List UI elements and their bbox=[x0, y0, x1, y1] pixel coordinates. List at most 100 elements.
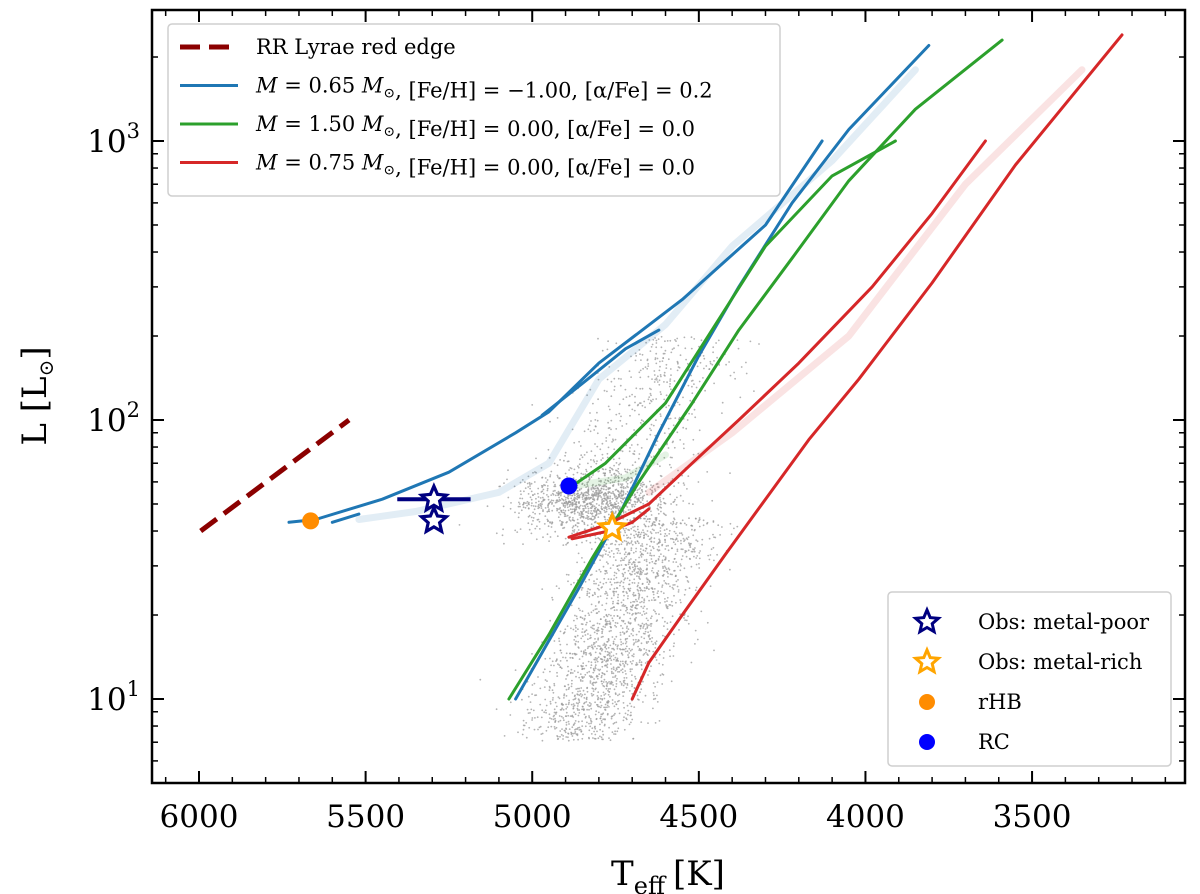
scatter-star-point bbox=[573, 441, 576, 444]
scatter-star-point bbox=[582, 662, 585, 665]
scatter-star-point bbox=[569, 652, 571, 655]
scatter-star-point bbox=[681, 548, 684, 551]
scatter-star-point bbox=[599, 701, 602, 704]
scatter-star-point bbox=[642, 549, 645, 552]
scatter-star-point bbox=[597, 626, 600, 629]
scatter-star-point bbox=[648, 520, 651, 523]
scatter-star-point bbox=[597, 584, 600, 587]
scatter-star-point bbox=[518, 512, 520, 514]
scatter-star-point bbox=[695, 517, 697, 520]
scatter-star-point bbox=[647, 363, 650, 365]
scatter-star-point bbox=[609, 497, 611, 499]
scatter-star-point bbox=[646, 653, 649, 655]
scatter-star-point bbox=[621, 450, 624, 453]
scatter-star-point bbox=[586, 721, 588, 724]
scatter-star-point bbox=[601, 713, 604, 716]
scatter-star-point bbox=[578, 687, 581, 690]
scatter-star-point bbox=[603, 474, 606, 476]
scatter-star-point bbox=[530, 523, 533, 526]
scatter-star-point bbox=[701, 538, 704, 541]
scatter-star-point bbox=[574, 635, 576, 638]
scatter-star-point bbox=[701, 543, 703, 546]
scatter-star-point bbox=[518, 501, 520, 504]
scatter-star-point bbox=[534, 717, 536, 719]
scatter-star-point bbox=[599, 448, 602, 451]
scatter-star-point bbox=[549, 670, 551, 673]
scatter-star-point bbox=[612, 676, 614, 678]
scatter-star-point bbox=[562, 521, 564, 524]
scatter-star-point bbox=[594, 454, 596, 457]
scatter-star-point bbox=[572, 473, 575, 476]
scatter-star-point bbox=[611, 497, 614, 500]
scatter-star-point bbox=[620, 624, 622, 627]
scatter-star-point bbox=[593, 515, 595, 518]
scatter-star-point bbox=[639, 497, 642, 499]
scatter-star-point bbox=[546, 489, 549, 492]
scatter-star-point bbox=[640, 501, 642, 504]
scatter-star-point bbox=[574, 731, 577, 733]
scatter-star-point bbox=[694, 528, 696, 531]
scatter-star-point bbox=[596, 419, 599, 422]
scatter-star-point bbox=[601, 499, 603, 501]
scatter-star-point bbox=[617, 671, 619, 673]
scatter-star-point bbox=[660, 393, 662, 396]
scatter-star-point bbox=[510, 502, 512, 504]
scatter-star-point bbox=[599, 648, 602, 651]
scatter-star-point bbox=[572, 477, 575, 480]
scatter-star-point bbox=[640, 447, 643, 449]
scatter-star-point bbox=[639, 492, 642, 495]
scatter-star-point bbox=[605, 485, 607, 488]
scatter-star-point bbox=[594, 608, 597, 611]
scatter-star-point bbox=[590, 496, 593, 499]
scatter-star-point bbox=[624, 511, 627, 513]
scatter-star-point bbox=[594, 701, 596, 704]
scatter-star-point bbox=[643, 534, 645, 537]
scatter-star-point bbox=[717, 339, 720, 342]
scatter-star-point bbox=[596, 411, 598, 414]
scatter-star-point bbox=[616, 552, 619, 554]
scatter-star-point bbox=[601, 730, 604, 733]
scatter-star-point bbox=[555, 585, 558, 587]
scatter-star-point bbox=[559, 477, 561, 479]
scatter-star-point bbox=[622, 702, 625, 704]
scatter-star-point bbox=[620, 489, 623, 492]
scatter-star-point bbox=[659, 530, 662, 532]
scatter-star-point bbox=[586, 514, 589, 517]
scatter-star-point bbox=[592, 737, 594, 739]
scatter-star-point bbox=[583, 528, 586, 531]
scatter-star-point bbox=[640, 664, 643, 667]
scatter-star-point bbox=[657, 512, 660, 515]
scatter-star-point bbox=[685, 427, 688, 430]
scatter-star-point bbox=[548, 457, 551, 459]
scatter-star-point bbox=[603, 655, 605, 658]
scatter-star-point bbox=[581, 541, 583, 544]
scatter-star-point bbox=[673, 485, 675, 488]
scatter-star-point bbox=[594, 507, 596, 510]
scatter-star-point bbox=[638, 556, 640, 559]
scatter-star-point bbox=[644, 573, 646, 575]
scatter-star-point bbox=[573, 704, 576, 707]
scatter-star-point bbox=[638, 531, 640, 534]
scatter-star-point bbox=[606, 597, 608, 600]
scatter-star-point bbox=[690, 661, 693, 664]
scatter-star-point bbox=[596, 460, 598, 462]
scatter-star-point bbox=[639, 551, 642, 553]
scatter-star-point bbox=[639, 533, 642, 536]
scatter-star-point bbox=[578, 440, 580, 443]
scatter-star-point bbox=[672, 561, 675, 563]
scatter-star-point bbox=[593, 658, 596, 661]
scatter-star-point bbox=[553, 711, 556, 714]
scatter-star-point bbox=[527, 486, 530, 488]
scatter-star-point bbox=[607, 688, 610, 690]
scatter-star-point bbox=[632, 526, 634, 528]
scatter-star-point bbox=[604, 553, 607, 555]
scatter-star-point bbox=[618, 403, 621, 406]
scatter-star-point bbox=[663, 398, 666, 401]
scatter-star-point bbox=[581, 617, 584, 620]
scatter-star-point bbox=[614, 543, 617, 546]
scatter-star-point bbox=[612, 642, 615, 645]
scatter-star-point bbox=[658, 555, 661, 558]
scatter-star-point bbox=[615, 503, 617, 506]
scatter-star-point bbox=[676, 585, 679, 588]
scatter-star-point bbox=[605, 570, 607, 573]
